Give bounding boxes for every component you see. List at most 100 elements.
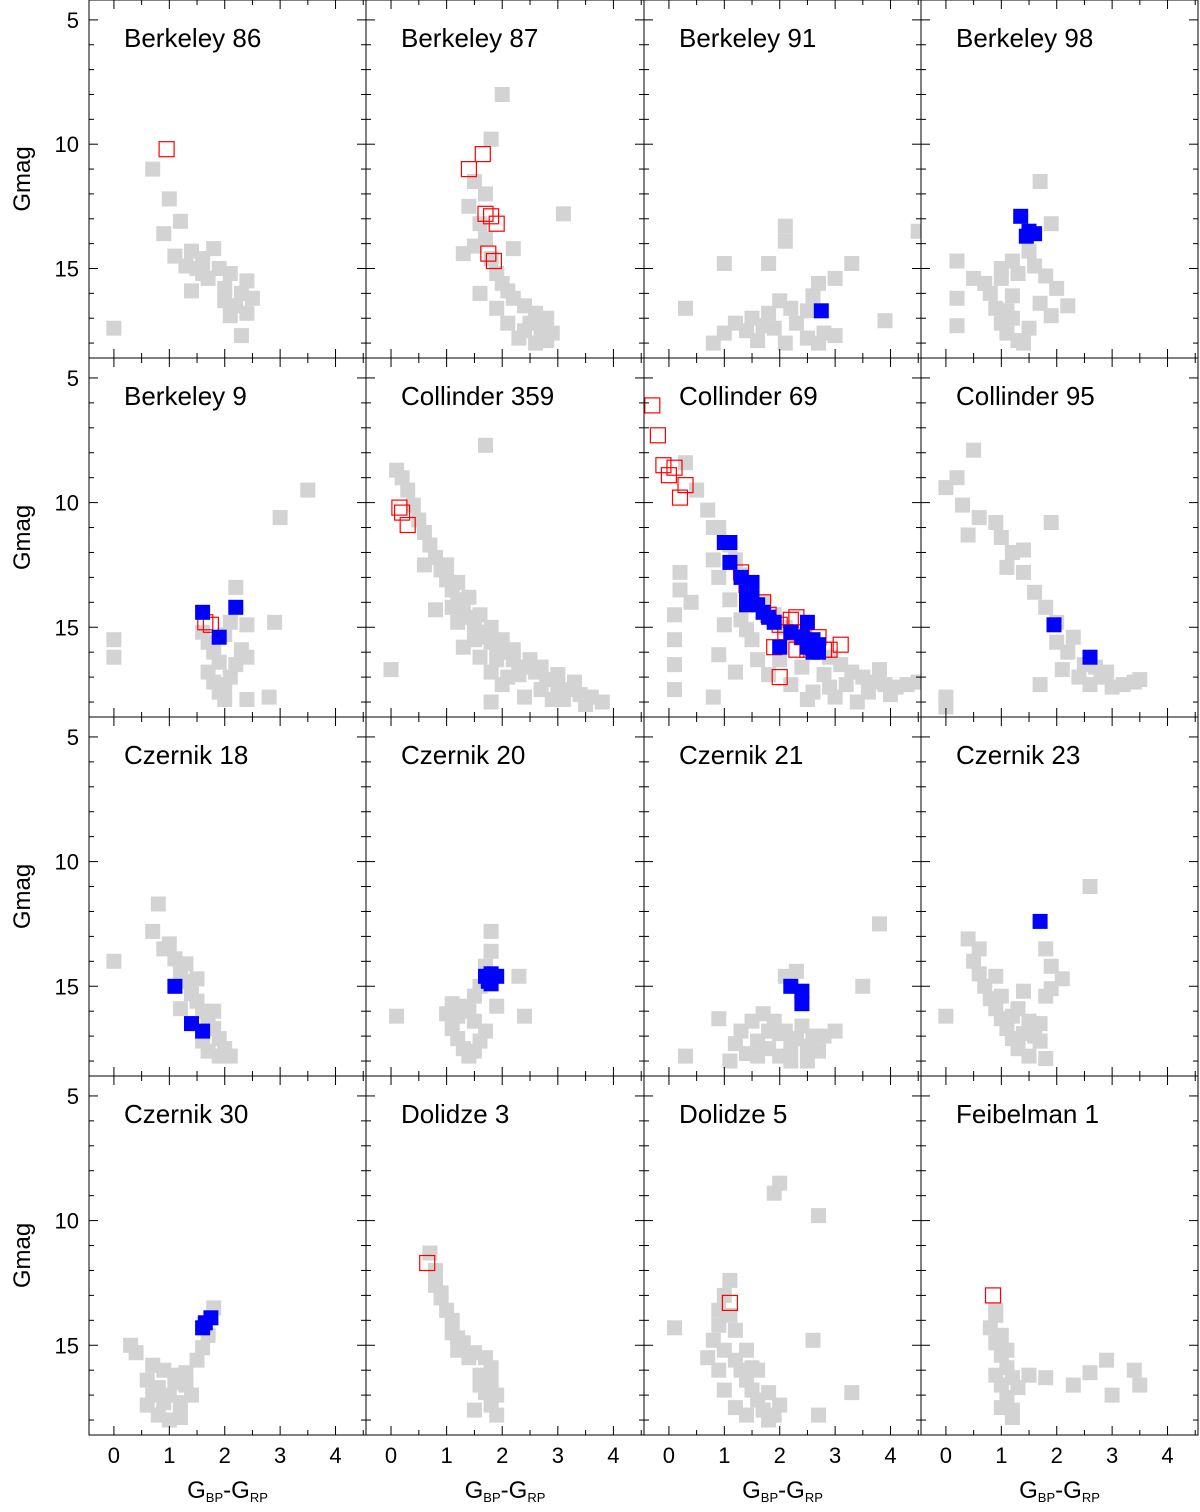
point-members (517, 323, 532, 339)
point-members (239, 617, 255, 633)
point-members (761, 1023, 777, 1039)
y-tick-label: 5 (67, 725, 79, 750)
point-members (966, 270, 982, 286)
panel-frame (88, 1075, 367, 1436)
point-members (988, 1302, 1004, 1318)
point-members (1099, 664, 1115, 680)
point-members (428, 602, 443, 618)
point-members (827, 328, 843, 344)
data-points (123, 1300, 222, 1428)
point-members (145, 161, 161, 177)
point-blue (799, 614, 815, 630)
point-members (161, 936, 177, 952)
point-members (222, 308, 238, 324)
point-members (988, 968, 1004, 984)
point-members (1032, 677, 1048, 693)
point-members (172, 1001, 188, 1017)
point-members (239, 692, 255, 707)
x-tick-label: 2 (1051, 1443, 1063, 1468)
y-tick-label: 5 (67, 366, 79, 391)
panel-frame (365, 716, 645, 1077)
point-members (667, 607, 682, 623)
y-tick-label: 15 (55, 615, 79, 640)
panel-frame (643, 1075, 922, 1436)
point-members (1032, 1033, 1048, 1049)
point-red (649, 427, 667, 444)
point-members (489, 652, 505, 668)
point-members (483, 619, 499, 635)
panel-title: Feibelman 1 (956, 1099, 1099, 1129)
point-members (772, 293, 788, 309)
x-axis-label: GBP-GRP (465, 1477, 546, 1505)
point-members (993, 1327, 1009, 1343)
point-blue (794, 983, 810, 999)
point-members (261, 689, 277, 705)
point-members (433, 1285, 449, 1301)
point-members (494, 87, 510, 102)
panel-dolidze-5: Dolidze 5 0 1 2 3 4 GBP-GRP (643, 1075, 922, 1505)
point-members (450, 614, 466, 630)
panel-frame (88, 357, 367, 718)
panel-berkeley-87: Berkeley 87 (365, 0, 645, 359)
x-axis-label: GBP-GRP (1019, 1477, 1100, 1505)
y-tick-label: 15 (55, 257, 79, 282)
y-tick-label: 10 (55, 850, 79, 875)
point-members (416, 557, 432, 573)
point-blue (228, 599, 244, 615)
point-members (938, 699, 954, 715)
point-members (838, 677, 854, 693)
point-members (744, 1360, 760, 1376)
data-points (667, 1175, 860, 1428)
point-members (872, 916, 887, 932)
point-blue (744, 574, 760, 590)
point-red (477, 205, 494, 222)
x-tick-label: 0 (663, 1443, 675, 1468)
data-points (455, 87, 571, 351)
point-members (206, 241, 222, 257)
data-points (106, 141, 260, 344)
point-members (772, 1175, 788, 1191)
point-members (727, 1322, 743, 1338)
point-members (145, 923, 161, 939)
point-members (993, 261, 1009, 276)
point-members (172, 213, 188, 229)
point-members (1054, 971, 1070, 987)
point-red (644, 397, 661, 414)
point-members (1016, 983, 1031, 999)
point-blue (1082, 649, 1098, 665)
x-tick-label: 2 (774, 1443, 786, 1468)
point-members (672, 582, 688, 598)
point-members (195, 1340, 211, 1356)
point-blue (813, 303, 829, 319)
point-members (716, 1382, 732, 1398)
point-members (1038, 599, 1054, 615)
point-members (178, 956, 194, 972)
data-points (938, 879, 1098, 1066)
point-members (517, 1008, 532, 1024)
point-members (444, 599, 460, 615)
x-tick-label: 2 (219, 1443, 231, 1468)
point-members (811, 335, 826, 351)
point-members (705, 552, 721, 568)
point-members (750, 652, 766, 668)
point-members (938, 480, 954, 496)
point-members (783, 1038, 799, 1054)
point-members (239, 305, 255, 321)
point-members (1060, 298, 1076, 314)
point-red (399, 516, 416, 534)
panel-title: Berkeley 98 (956, 23, 1093, 53)
point-members (128, 1345, 144, 1361)
point-red (832, 636, 849, 653)
panel-czernik-20: Czernik 20 (365, 716, 645, 1077)
panel-title: Berkeley 86 (124, 23, 261, 53)
point-members (750, 1048, 766, 1064)
point-members (1049, 280, 1065, 296)
point-members (1132, 672, 1148, 688)
point-blue (211, 629, 227, 645)
panel-czernik-21: Czernik 21 (643, 716, 922, 1077)
point-members (478, 186, 493, 202)
point-members (1010, 266, 1026, 281)
point-members (711, 569, 727, 585)
point-red (771, 668, 788, 686)
panel-frame (365, 0, 645, 359)
